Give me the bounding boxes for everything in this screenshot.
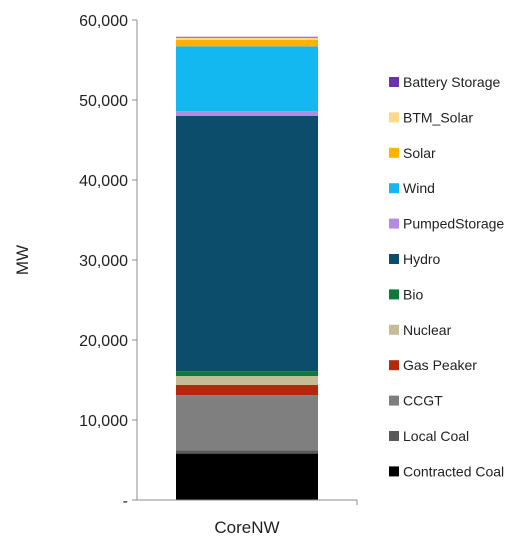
bar-segment (176, 111, 318, 116)
bar-segment (176, 37, 318, 40)
y-tick-label: 20,000 (79, 333, 128, 350)
bar-segment (176, 450, 318, 454)
y-tick-label: - (123, 493, 128, 510)
bar-segment (176, 395, 318, 451)
bar-stack (176, 36, 318, 500)
legend-label: CCGT (403, 393, 443, 409)
legend-label: Gas Peaker (403, 357, 477, 373)
y-tick-label: 50,000 (79, 93, 128, 110)
y-tick-label: 30,000 (79, 253, 128, 270)
legend-label: Contracted Coal (403, 463, 504, 479)
legend-label: Hydro (403, 251, 441, 267)
bar-segment (176, 116, 318, 372)
y-axis-title: MW (13, 245, 32, 275)
x-category-label: CoreNW (214, 518, 279, 537)
legend-label: Local Coal (403, 428, 469, 444)
legend-swatch (389, 289, 399, 300)
legend-label: Nuclear (403, 322, 452, 338)
legend-swatch (389, 254, 399, 264)
bar-segment (176, 376, 318, 385)
bar-segment (176, 36, 318, 38)
bar-segment (176, 40, 318, 47)
legend-swatch (389, 360, 399, 371)
legend-swatch (389, 77, 399, 87)
legend: Battery Storage BTM_Solar Solar Wind PumpedS… (389, 74, 504, 479)
legend-swatch (389, 183, 399, 194)
bar-segment (176, 453, 318, 500)
bar-segment (176, 384, 318, 396)
y-tick-label: 10,000 (79, 413, 128, 430)
y-axis: - 10,000 20,000 30,000 40,000 50,000 60,000 (79, 13, 138, 510)
x-axis: CoreNW (137, 499, 358, 537)
legend-swatch (389, 218, 399, 229)
legend-label: BTM_Solar (403, 109, 473, 125)
legend-label: Battery Storage (403, 74, 500, 90)
y-tick-label: 40,000 (79, 173, 128, 190)
y-tick-label: 60,000 (79, 13, 128, 30)
legend-label: Bio (403, 286, 423, 302)
legend-label: PumpedStorage (403, 216, 504, 232)
legend-swatch (389, 324, 399, 335)
legend-swatch (389, 431, 399, 441)
legend-swatch (389, 112, 399, 123)
legend-swatch (389, 395, 399, 406)
legend-swatch (389, 466, 399, 477)
legend-label: Wind (403, 180, 435, 196)
bar-segment (176, 371, 318, 376)
bar-segment (176, 46, 318, 112)
legend-swatch (389, 147, 399, 158)
legend-label: Solar (403, 145, 436, 161)
